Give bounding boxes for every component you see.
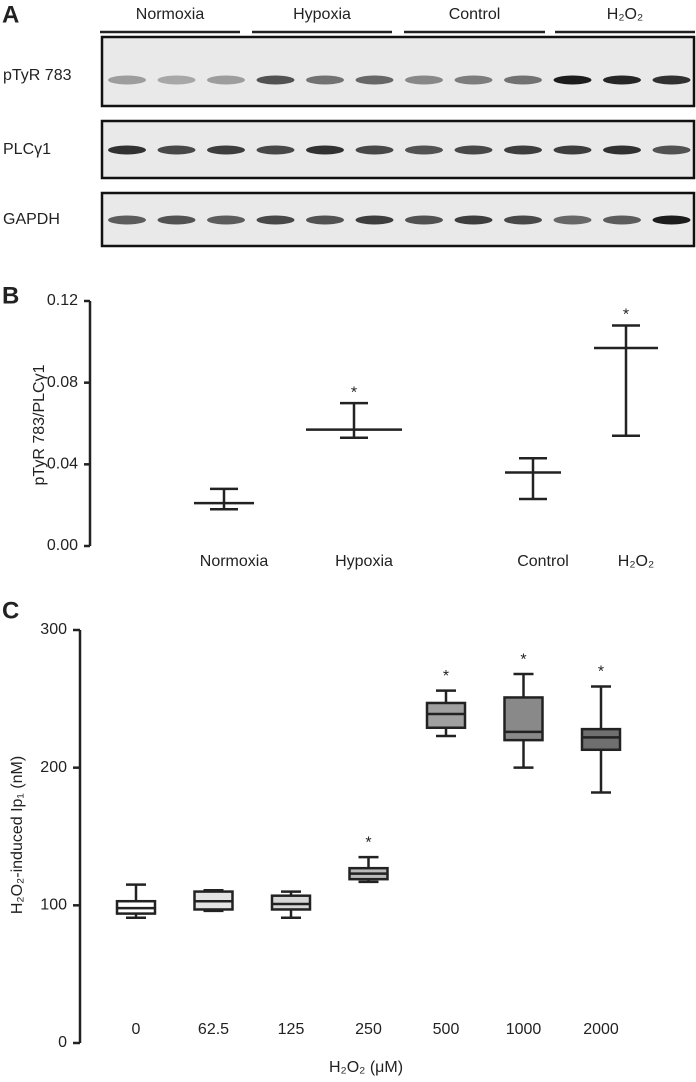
band (603, 145, 641, 155)
blot-strip (100, 191, 696, 248)
significance-marker: * (443, 668, 449, 685)
band (108, 75, 146, 85)
x-tick-label: 500 (433, 1021, 460, 1038)
band (157, 75, 196, 85)
group-label: Normoxia (136, 6, 205, 23)
band (652, 145, 691, 155)
band (603, 75, 641, 85)
band (652, 215, 691, 225)
y-tick-label: 0.12 (47, 292, 78, 309)
x-tick-label: 2000 (583, 1021, 619, 1038)
group-label: H₂O₂ (607, 6, 643, 23)
y-tick-label: 0 (58, 1034, 67, 1051)
band (207, 75, 245, 85)
band (108, 145, 146, 155)
y-tick-label: 100 (40, 897, 67, 914)
x-tick-label: H₂O₂ (618, 553, 654, 570)
group-label: Hypoxia (293, 6, 351, 23)
band (405, 75, 443, 85)
band (454, 215, 493, 225)
band (405, 215, 443, 225)
blot-strip (100, 119, 696, 180)
band (553, 75, 592, 85)
band (157, 145, 196, 155)
band (207, 145, 245, 155)
band (504, 75, 542, 85)
y-axis-label: pTyR 783/PLCγ1 (31, 364, 48, 485)
band (454, 145, 493, 155)
band (355, 215, 394, 225)
band (454, 75, 493, 85)
significance-marker: * (598, 664, 604, 681)
band (405, 145, 443, 155)
box (503, 696, 544, 742)
box (580, 727, 622, 752)
x-tick-label: Control (517, 553, 569, 570)
x-tick-label: 62.5 (198, 1021, 229, 1038)
band (306, 75, 344, 85)
y-tick-label: 200 (40, 759, 67, 776)
band (108, 215, 146, 225)
significance-marker: * (623, 307, 629, 324)
row-label: GAPDH (3, 211, 60, 228)
band (157, 215, 196, 225)
band (256, 215, 295, 225)
row-label: PLCγ1 (3, 141, 51, 158)
x-tick-label: Hypoxia (335, 553, 393, 570)
band (355, 75, 394, 85)
significance-marker: * (365, 834, 371, 851)
x-tick-label: 125 (278, 1021, 305, 1038)
band (207, 215, 245, 225)
band (306, 145, 344, 155)
blot-strip (100, 35, 696, 108)
row-label: pTyR 783 (3, 67, 72, 84)
panel-label: A (2, 1, 19, 28)
x-tick-label: 0 (132, 1021, 141, 1038)
y-axis-label: H₂O₂-induced Ip₁ (nM) (9, 756, 26, 914)
x-axis-label: H₂O₂ (μM) (329, 1059, 403, 1076)
panel-label: C (2, 597, 19, 624)
band (504, 215, 542, 225)
x-tick-label: 1000 (506, 1021, 542, 1038)
band (256, 75, 295, 85)
band (652, 75, 691, 85)
significance-marker: * (351, 384, 357, 401)
band (603, 215, 641, 225)
group-label: Control (449, 6, 501, 23)
box (270, 894, 312, 911)
band (553, 215, 592, 225)
box (425, 701, 467, 729)
x-tick-label: Normoxia (200, 553, 269, 570)
band (504, 145, 542, 155)
y-tick-label: 0.04 (47, 456, 78, 473)
y-tick-label: 300 (40, 621, 67, 638)
band (553, 145, 592, 155)
y-tick-label: 0.08 (47, 374, 78, 391)
band (306, 215, 344, 225)
y-tick-label: 0.00 (47, 537, 78, 554)
significance-marker: * (520, 651, 526, 668)
x-tick-label: 250 (355, 1021, 382, 1038)
band (355, 145, 394, 155)
band (256, 145, 295, 155)
panel-label: B (2, 282, 19, 309)
